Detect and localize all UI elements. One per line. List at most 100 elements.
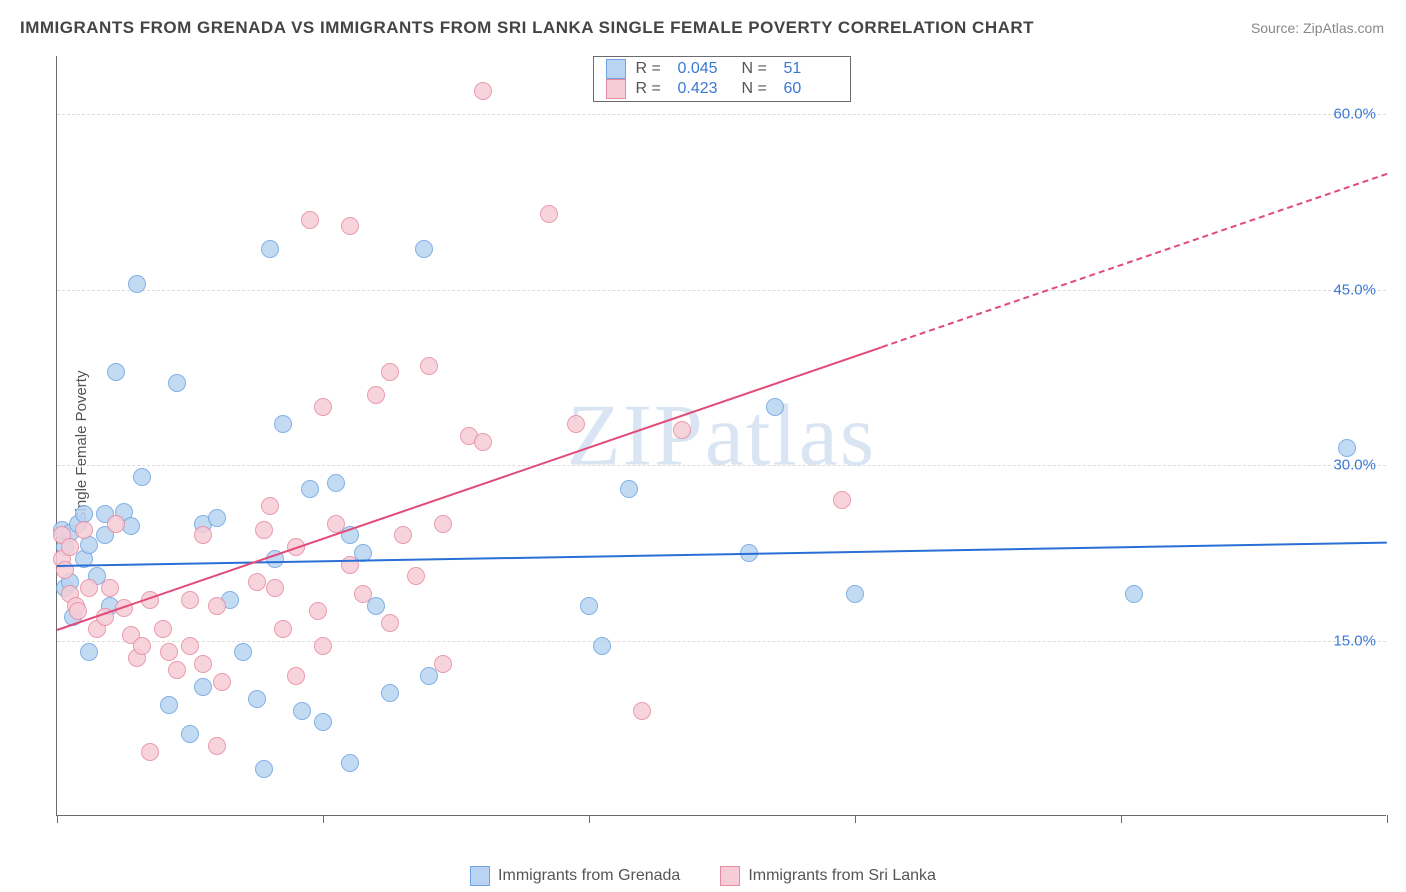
scatter-point xyxy=(341,556,359,574)
scatter-point xyxy=(122,517,140,535)
r-label: R = xyxy=(636,80,668,98)
scatter-point xyxy=(274,620,292,638)
legend-item-grenada: Immigrants from Grenada xyxy=(470,866,680,886)
scatter-point xyxy=(367,386,385,404)
x-tick xyxy=(323,815,324,823)
scatter-point xyxy=(133,637,151,655)
scatter-point xyxy=(580,597,598,615)
n-label: N = xyxy=(742,60,774,78)
scatter-point xyxy=(1125,585,1143,603)
scatter-point xyxy=(234,643,252,661)
scatter-point xyxy=(314,398,332,416)
watermark-thin: atlas xyxy=(705,387,876,484)
scatter-point xyxy=(248,573,266,591)
scatter-point xyxy=(540,205,558,223)
gridline xyxy=(57,465,1386,466)
scatter-point xyxy=(160,643,178,661)
scatter-point xyxy=(434,655,452,673)
scatter-point xyxy=(208,509,226,527)
scatter-point xyxy=(69,602,87,620)
scatter-point xyxy=(673,421,691,439)
trend-line-extrapolated xyxy=(881,173,1387,348)
scatter-point xyxy=(1338,439,1356,457)
scatter-point xyxy=(261,497,279,515)
scatter-point xyxy=(274,415,292,433)
x-tick xyxy=(589,815,590,823)
y-tick-label: 60.0% xyxy=(1333,106,1376,123)
scatter-point xyxy=(141,743,159,761)
legend-item-srilanka: Immigrants from Sri Lanka xyxy=(720,866,936,886)
scatter-point xyxy=(181,725,199,743)
x-tick xyxy=(1387,815,1388,823)
scatter-point xyxy=(474,433,492,451)
x-tick xyxy=(57,815,58,823)
scatter-point xyxy=(181,591,199,609)
swatch-grenada xyxy=(606,59,626,79)
scatter-point xyxy=(309,602,327,620)
scatter-point xyxy=(394,526,412,544)
scatter-point xyxy=(248,690,266,708)
trend-line xyxy=(57,541,1387,566)
scatter-point xyxy=(107,515,125,533)
bottom-legend: Immigrants from Grenada Immigrants from … xyxy=(0,866,1406,886)
r-label: R = xyxy=(636,60,668,78)
scatter-point xyxy=(434,515,452,533)
y-tick-label: 45.0% xyxy=(1333,281,1376,298)
scatter-point xyxy=(381,684,399,702)
n-value-grenada: 51 xyxy=(784,60,838,78)
scatter-point xyxy=(107,363,125,381)
scatter-point xyxy=(846,585,864,603)
scatter-point xyxy=(314,713,332,731)
n-value-srilanka: 60 xyxy=(784,80,838,98)
scatter-point xyxy=(633,702,651,720)
scatter-point xyxy=(766,398,784,416)
swatch-srilanka xyxy=(606,79,626,99)
scatter-point xyxy=(133,468,151,486)
scatter-point xyxy=(266,579,284,597)
stats-row-srilanka: R = 0.423 N = 60 xyxy=(594,79,850,99)
scatter-point xyxy=(341,217,359,235)
scatter-point xyxy=(101,579,119,597)
scatter-point xyxy=(255,521,273,539)
scatter-point xyxy=(415,240,433,258)
r-value-grenada: 0.045 xyxy=(678,60,732,78)
gridline xyxy=(57,290,1386,291)
scatter-point xyxy=(301,211,319,229)
scatter-point xyxy=(381,363,399,381)
swatch-icon xyxy=(720,866,740,886)
scatter-point xyxy=(420,357,438,375)
legend-label-srilanka: Immigrants from Sri Lanka xyxy=(748,867,936,885)
r-value-srilanka: 0.423 xyxy=(678,80,732,98)
scatter-point xyxy=(287,667,305,685)
scatter-point xyxy=(154,620,172,638)
scatter-point xyxy=(314,637,332,655)
stats-row-grenada: R = 0.045 N = 51 xyxy=(594,59,850,79)
scatter-point xyxy=(80,579,98,597)
scatter-point xyxy=(168,374,186,392)
gridline xyxy=(57,641,1386,642)
scatter-point xyxy=(194,678,212,696)
scatter-point xyxy=(213,673,231,691)
scatter-point xyxy=(168,661,186,679)
scatter-point xyxy=(194,526,212,544)
scatter-point xyxy=(208,737,226,755)
scatter-point xyxy=(620,480,638,498)
n-label: N = xyxy=(742,80,774,98)
scatter-point xyxy=(354,585,372,603)
scatter-point xyxy=(208,597,226,615)
scatter-point xyxy=(194,655,212,673)
scatter-point xyxy=(293,702,311,720)
scatter-point xyxy=(181,637,199,655)
scatter-point xyxy=(341,754,359,772)
scatter-point xyxy=(255,760,273,778)
x-tick xyxy=(1121,815,1122,823)
scatter-point xyxy=(80,643,98,661)
scatter-point xyxy=(75,521,93,539)
chart-plot-area: ZIPatlas R = 0.045 N = 51 R = 0.423 N = … xyxy=(56,56,1386,816)
y-tick-label: 30.0% xyxy=(1333,457,1376,474)
scatter-point xyxy=(407,567,425,585)
scatter-point xyxy=(833,491,851,509)
scatter-point xyxy=(381,614,399,632)
legend-label-grenada: Immigrants from Grenada xyxy=(498,867,680,885)
scatter-point xyxy=(128,275,146,293)
